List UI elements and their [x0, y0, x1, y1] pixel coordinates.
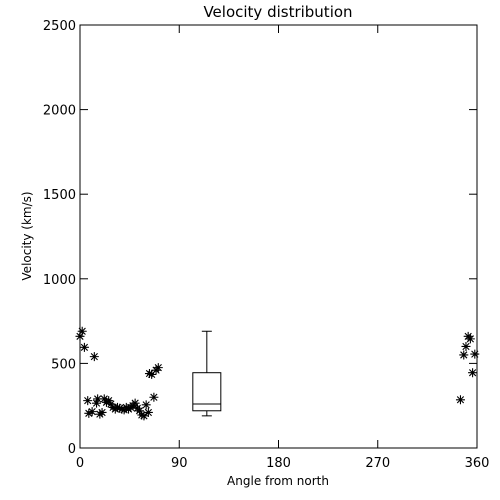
- data-point: [470, 349, 480, 359]
- data-point: [461, 341, 471, 351]
- data-point: [137, 410, 147, 420]
- x-ticks-layer: 0 90 180 270 360: [76, 25, 490, 471]
- marks-layer: [75, 326, 480, 421]
- x-tick-label: 270: [365, 456, 390, 471]
- data-point: [117, 404, 127, 414]
- data-point: [92, 398, 102, 408]
- data-point: [465, 334, 475, 344]
- data-point: [455, 395, 465, 405]
- data-point: [77, 326, 87, 336]
- x-tick-label: 90: [171, 456, 188, 471]
- data-point: [83, 396, 93, 406]
- data-point: [104, 396, 114, 406]
- data-point: [89, 352, 99, 362]
- y-tick-label: 0: [68, 442, 76, 457]
- data-point: [115, 403, 125, 413]
- y-tick-label: 1000: [43, 273, 76, 288]
- plot-frame: [79, 24, 478, 449]
- data-point: [97, 407, 107, 417]
- y-tick-label: 1500: [43, 188, 76, 203]
- x-tick-label: 360: [465, 456, 490, 471]
- x-tick-label: 180: [266, 456, 291, 471]
- x-tick-label: 0: [76, 456, 84, 471]
- y-ticks-layer: 0 500 1000 1500 2000 2500: [43, 19, 477, 457]
- chart-title: Velocity distribution: [203, 3, 352, 21]
- y-tick-label: 500: [51, 357, 76, 372]
- data-point: [106, 399, 116, 409]
- x-axis-label: Angle from north: [227, 474, 329, 488]
- data-point: [112, 402, 122, 412]
- y-axis-label: Velocity (km/s): [20, 191, 34, 280]
- data-point: [143, 407, 153, 417]
- data-point: [84, 408, 94, 418]
- box-iqr: [192, 372, 222, 412]
- data-point: [93, 394, 103, 404]
- data-point: [141, 400, 151, 410]
- data-point: [468, 368, 478, 378]
- y-tick-label: 2000: [43, 104, 76, 119]
- data-point: [459, 350, 469, 360]
- data-point: [79, 342, 89, 352]
- data-point: [144, 369, 154, 379]
- data-point: [147, 369, 157, 379]
- data-point: [99, 394, 109, 404]
- data-point: [87, 407, 97, 417]
- data-point: [139, 411, 149, 421]
- data-point: [130, 398, 140, 408]
- y-tick-label: 2500: [43, 19, 76, 34]
- data-point: [153, 363, 163, 373]
- data-point: [149, 392, 159, 402]
- data-point: [135, 406, 145, 416]
